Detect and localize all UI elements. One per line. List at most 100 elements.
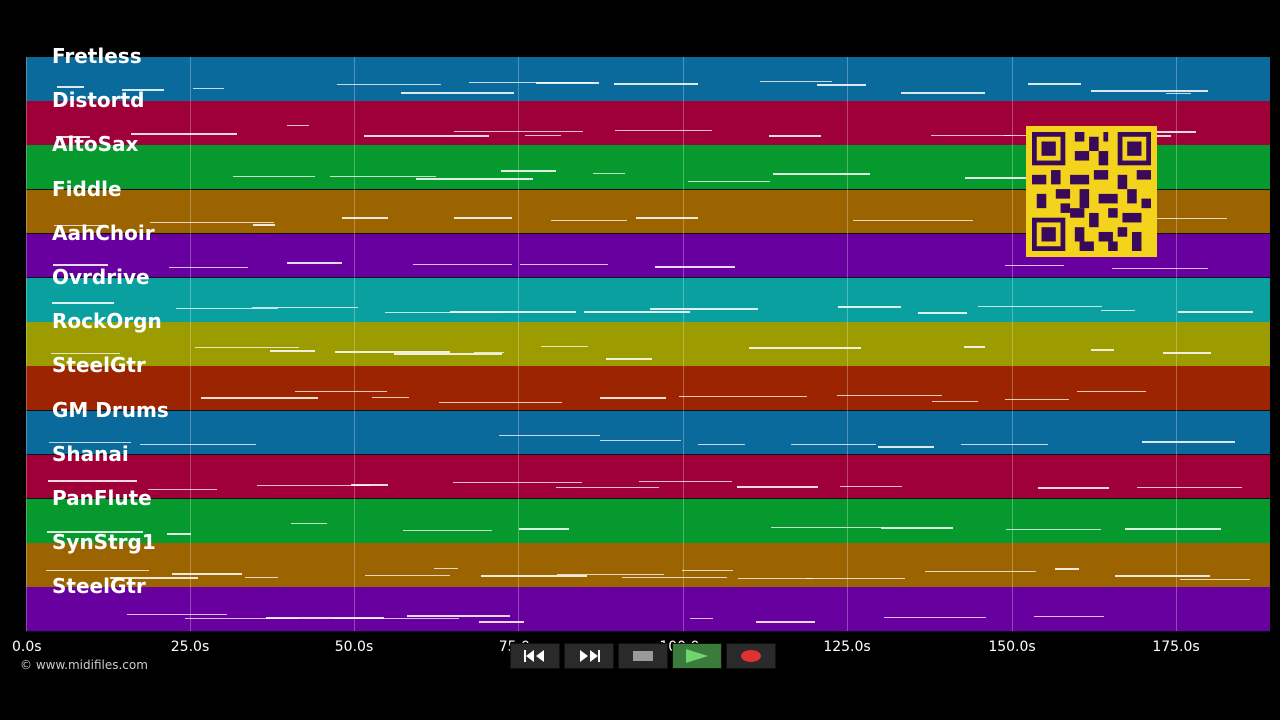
record-icon	[741, 650, 761, 662]
note-bar	[760, 81, 832, 83]
time-tick-label: 175.0s	[1152, 639, 1200, 655]
record-button[interactable]	[726, 643, 776, 669]
note-bar	[600, 396, 667, 399]
note-bar	[690, 617, 714, 619]
note-bar	[1054, 568, 1079, 571]
stop-button[interactable]	[618, 643, 668, 669]
track-label: SteelGtr	[52, 353, 146, 378]
transport-controls	[510, 643, 776, 669]
note-bar	[838, 305, 901, 308]
qr-code-icon	[1026, 126, 1157, 257]
grid-line	[683, 57, 684, 631]
play-button[interactable]	[672, 643, 722, 669]
note-bar	[1034, 615, 1104, 617]
note-bar	[551, 219, 628, 221]
note-bar	[175, 308, 279, 310]
note-bar	[245, 576, 279, 578]
note-bar	[593, 172, 626, 174]
fast-forward-button[interactable]	[564, 643, 614, 669]
copyright-text: © www.midifiles.com	[20, 658, 148, 672]
note-bar	[755, 621, 815, 624]
note-bar	[654, 266, 735, 269]
note-bar	[185, 617, 300, 619]
note-bar	[266, 616, 384, 619]
note-bar	[1027, 83, 1081, 86]
track-label: GM Drums	[52, 397, 169, 422]
note-bar	[924, 571, 1036, 573]
note-bar	[599, 440, 681, 441]
note-bar	[688, 180, 770, 182]
note-bar	[770, 527, 885, 529]
rewind-button[interactable]	[510, 643, 560, 669]
track-label: Distortd	[52, 88, 145, 113]
note-bar	[290, 523, 328, 525]
time-tick-label: 150.0s	[988, 639, 1036, 655]
note-bar	[48, 441, 132, 443]
note-bar	[334, 351, 451, 354]
note-bar	[45, 569, 150, 571]
note-bar	[501, 169, 556, 172]
track-lane	[26, 587, 1270, 633]
note-bar	[364, 575, 451, 577]
note-bar	[1180, 579, 1251, 581]
note-bar	[257, 485, 371, 487]
note-bar	[47, 480, 138, 483]
note-bar	[773, 172, 871, 175]
note-bar	[269, 349, 315, 352]
track-label: Fiddle	[52, 176, 122, 201]
note-bar	[56, 136, 91, 139]
note-bar	[932, 401, 979, 402]
note-bar	[636, 217, 699, 220]
note-bar	[806, 578, 906, 580]
note-bar	[438, 402, 562, 404]
note-bar	[192, 87, 225, 89]
note-bar	[473, 351, 504, 353]
note-bar	[50, 352, 120, 354]
note-bar	[1076, 391, 1147, 393]
note-bar	[468, 82, 594, 84]
track-label: Shanai	[52, 441, 129, 466]
grid-line	[190, 57, 191, 631]
note-bar	[883, 617, 986, 619]
note-bar	[556, 486, 660, 488]
note-bar	[329, 175, 437, 177]
track-label: Fretless	[52, 44, 142, 68]
note-bar	[584, 310, 690, 313]
note-bar	[605, 357, 653, 360]
note-bar	[147, 488, 218, 490]
note-bar	[1136, 486, 1243, 488]
note-bar	[498, 435, 600, 437]
note-bar	[402, 530, 493, 532]
track-lane	[26, 57, 1270, 102]
note-bar	[1091, 90, 1208, 93]
stop-icon	[633, 651, 653, 661]
note-bar	[407, 614, 511, 617]
track-label: AahChoir	[52, 220, 155, 245]
note-bar	[697, 443, 746, 445]
time-tick-label: 50.0s	[334, 639, 374, 655]
note-bar	[121, 89, 164, 92]
note-bar	[930, 134, 1012, 136]
note-bar	[679, 395, 808, 397]
grid-line	[354, 57, 355, 631]
note-bar	[817, 83, 867, 86]
time-tick-label: 125.0s	[823, 639, 871, 655]
note-bar	[53, 263, 108, 266]
note-bar	[401, 91, 514, 94]
note-bar	[853, 220, 974, 222]
grid-line	[847, 57, 848, 631]
track-lane	[26, 366, 1270, 412]
note-bar	[977, 305, 1102, 307]
note-bar	[450, 311, 576, 314]
note-bar	[881, 526, 954, 529]
note-bar	[453, 482, 583, 484]
note-bar	[748, 347, 862, 350]
note-bar	[768, 134, 822, 137]
track-label: SynStrg1	[52, 530, 156, 555]
note-bar	[52, 302, 114, 305]
note-bar	[541, 346, 588, 348]
note-bar	[791, 444, 877, 446]
note-bar	[167, 532, 191, 535]
note-bar	[478, 620, 524, 623]
track-lane	[26, 410, 1270, 456]
